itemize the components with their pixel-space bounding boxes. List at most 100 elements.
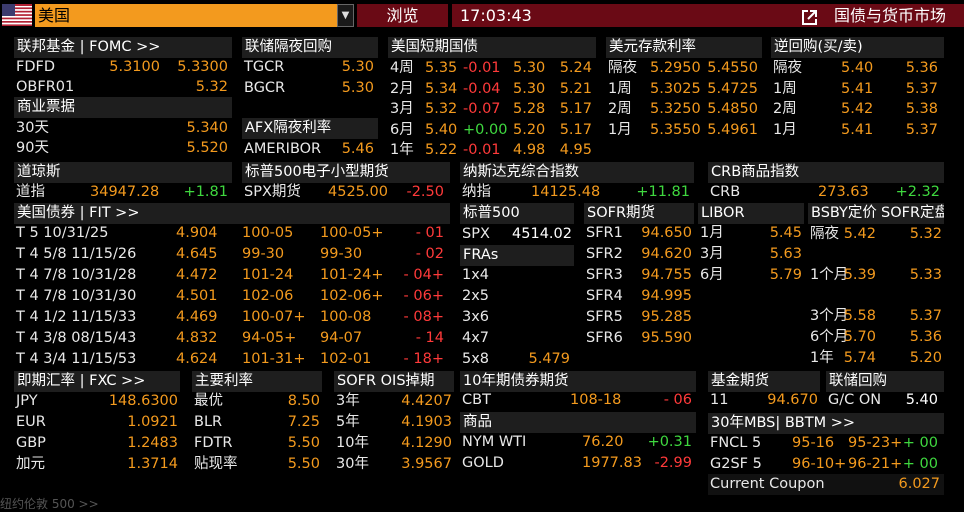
- list-item[interactable]: 1年 5.22 -0.01 4.98 4.95: [388, 140, 596, 160]
- list-item[interactable]: T 4 5/8 11/15/26 4.645 99-30 99-30 - 02: [14, 244, 450, 265]
- fed-repo-panel: 联储回购 G/C ON 5.40: [826, 371, 944, 411]
- list-item[interactable]: 6月 5.79: [698, 265, 804, 286]
- list-item[interactable]: JPY 148.6300: [14, 391, 180, 412]
- list-item[interactable]: 隔夜 5.40 5.36: [771, 58, 944, 79]
- rate-value: 5.39: [843, 267, 876, 283]
- list-item[interactable]: 最优 8.50: [192, 391, 322, 412]
- list-item[interactable]: T 5 10/31/25 4.904 100-05 100-05+ - 01: [14, 223, 450, 244]
- list-item[interactable]: 4x7: [460, 328, 574, 349]
- list-item[interactable]: SFR5 95.285: [584, 307, 694, 328]
- list-item[interactable]: 5.36: [878, 327, 944, 348]
- list-item[interactable]: 3年 4.4207: [334, 391, 454, 412]
- list-item[interactable]: GOLD 1977.83 -2.99: [460, 453, 696, 474]
- list-item[interactable]: T 4 3/8 08/15/43 4.832 94-05+ 94-07 - 14: [14, 328, 450, 349]
- list-item[interactable]: 纳指 14125.48 +11.81: [460, 182, 694, 202]
- list-item[interactable]: 1月 5.41 5.37: [771, 120, 944, 141]
- list-item[interactable]: 贴现率 5.50: [192, 454, 322, 475]
- list-item[interactable]: 2月 5.34 -0.04 5.30 5.21: [388, 79, 596, 100]
- monitor-title[interactable]: 国债与货币市场: [792, 4, 964, 27]
- list-item[interactable]: NYM WTI 76.20 +0.31: [460, 432, 696, 453]
- list-item[interactable]: CRB 273.63 +2.32: [708, 182, 944, 202]
- list-item[interactable]: CBT 108-18 - 06: [460, 390, 696, 411]
- list-item[interactable]: G/C ON 5.40: [826, 390, 944, 411]
- list-item[interactable]: 1周 5.41 5.37: [771, 79, 944, 100]
- list-item[interactable]: 6个月 5.70: [808, 327, 878, 348]
- bottom-link[interactable]: 纽约伦敦 500 >>: [0, 497, 99, 511]
- country-select[interactable]: 美国: [35, 4, 337, 27]
- list-item[interactable]: 1个月 5.39: [808, 265, 878, 286]
- list-item[interactable]: SPX 4514.02: [460, 224, 574, 245]
- list-item[interactable]: 2周 5.3250 5.4850: [606, 99, 762, 120]
- list-item[interactable]: 2x5: [460, 286, 574, 307]
- popout-icon[interactable]: [802, 8, 817, 25]
- list-item[interactable]: 5.33: [878, 265, 944, 286]
- current-coupon-label: Current Coupon: [710, 476, 825, 492]
- list-item[interactable]: 1月 5.3550 5.4961: [606, 120, 762, 141]
- list-item[interactable]: T 4 7/8 10/31/28 4.472 101-24 101-24+ - 04+: [14, 265, 450, 286]
- list-item[interactable]: 5.37: [878, 306, 944, 327]
- list-item[interactable]: 5x8 5.479: [460, 349, 574, 368]
- swap-rate: 4.4207: [401, 393, 452, 409]
- list-item[interactable]: BLR 7.25: [192, 412, 322, 433]
- list-item[interactable]: 90天 5.520: [14, 138, 232, 159]
- list-item[interactable]: SPX期货 4525.00 -2.50: [242, 182, 450, 202]
- mbs-header[interactable]: 30年MBS| BBTM >>: [708, 413, 944, 434]
- list-item[interactable]: 3月 5.63: [698, 244, 804, 265]
- list-item[interactable]: G2SF 5 96-10+ 96-21+ + 00: [708, 454, 944, 475]
- list-item[interactable]: T 4 3/4 11/15/53 4.624 101-31+ 102-01 - 18+: [14, 349, 450, 368]
- list-item[interactable]: EUR 1.0921: [14, 412, 180, 433]
- list-item[interactable]: 30年 3.9567: [334, 454, 454, 475]
- rate-value: 5.33: [909, 267, 942, 283]
- list-item[interactable]: 5.20: [878, 348, 944, 368]
- list-item[interactable]: FNCL 5 95-16 95-23+ + 00: [708, 433, 944, 454]
- list-item[interactable]: 30天 5.340: [14, 118, 232, 139]
- list-item[interactable]: 3个月 5.58: [808, 306, 878, 327]
- usd-deposit-panel: 美元存款利率 隔夜 5.2950 5.4550 1周 5.3025 5.4725 2周 5.3…: [606, 37, 762, 160]
- list-item[interactable]: SFR3 94.755: [584, 265, 694, 286]
- list-item[interactable]: SFR6 95.590: [584, 328, 694, 348]
- bond-change: - 18+: [403, 351, 444, 367]
- current-coupon-row[interactable]: Current Coupon 6.027: [708, 474, 944, 495]
- list-item[interactable]: 隔夜 5.42: [808, 224, 878, 245]
- commodity-price: 1977.83: [582, 455, 642, 471]
- list-item[interactable]: 4周 5.35 -0.01 5.30 5.24: [388, 58, 596, 79]
- list-item[interactable]: SFR1 94.650: [584, 223, 694, 244]
- list-item[interactable]: BGCR 5.30: [242, 78, 378, 99]
- list-item[interactable]: T 4 1/2 11/15/33 4.469 100-07+ 100-08 - 08+: [14, 307, 450, 328]
- list-item[interactable]: 1x4: [460, 265, 574, 286]
- list-item[interactable]: 1年 5.74: [808, 348, 878, 368]
- list-item[interactable]: TGCR 5.30: [242, 57, 378, 78]
- list-item[interactable]: FDFD 5.3100 5.3300: [14, 57, 232, 78]
- list-item[interactable]: 2周 5.42 5.38: [771, 99, 944, 120]
- chevron-down-icon[interactable]: ▼: [337, 4, 354, 27]
- list-item[interactable]: 10年 4.1290: [334, 433, 454, 454]
- currency-value: 148.6300: [108, 393, 178, 409]
- list-item[interactable]: 1月 5.45: [698, 223, 804, 244]
- bond-label: T 4 7/8 10/31/28: [16, 267, 137, 283]
- list-item[interactable]: 5年 4.1903: [334, 412, 454, 433]
- list-item[interactable]: 加元 1.3714: [14, 454, 180, 475]
- list-item[interactable]: 1周 5.3025 5.4725: [606, 79, 762, 100]
- list-item[interactable]: 6月 5.40 +0.00 5.20 5.17: [388, 120, 596, 141]
- list-item[interactable]: SFR4 94.995: [584, 286, 694, 307]
- list-item[interactable]: OBFR01 5.32: [14, 77, 232, 97]
- fx-header[interactable]: 即期汇率 | FXC >>: [14, 371, 180, 392]
- list-item[interactable]: 道指 34947.28 +1.81: [14, 182, 232, 202]
- fomc-header[interactable]: 联邦基金 | FOMC >>: [14, 37, 232, 58]
- list-item[interactable]: 5.32: [878, 224, 944, 245]
- list-item[interactable]: 11 94.670: [708, 390, 820, 411]
- browse-button[interactable]: 浏览: [357, 4, 448, 27]
- list-item[interactable]: FDTR 5.50: [192, 433, 322, 454]
- rate-label: FDTR: [194, 435, 233, 451]
- ust-header[interactable]: 美国债券 | FIT >>: [14, 203, 450, 224]
- rate-bid: 5.3025: [650, 80, 701, 97]
- list-item[interactable]: AMERIBOR 5.46: [242, 139, 378, 160]
- list-item[interactable]: T 4 7/8 10/31/30 4.501 102-06 102-06+ - 06+: [14, 286, 450, 307]
- list-item[interactable]: 3x6: [460, 307, 574, 328]
- list-item[interactable]: 3月 5.32 -0.07 5.28 5.17: [388, 99, 596, 120]
- list-item[interactable]: GBP 1.2483: [14, 433, 180, 454]
- list-item[interactable]: 隔夜 5.2950 5.4550: [606, 58, 762, 79]
- list-item[interactable]: SFR2 94.620: [584, 244, 694, 265]
- rate-change: -0.01: [463, 142, 501, 158]
- rate-ask: 5.37: [905, 80, 938, 97]
